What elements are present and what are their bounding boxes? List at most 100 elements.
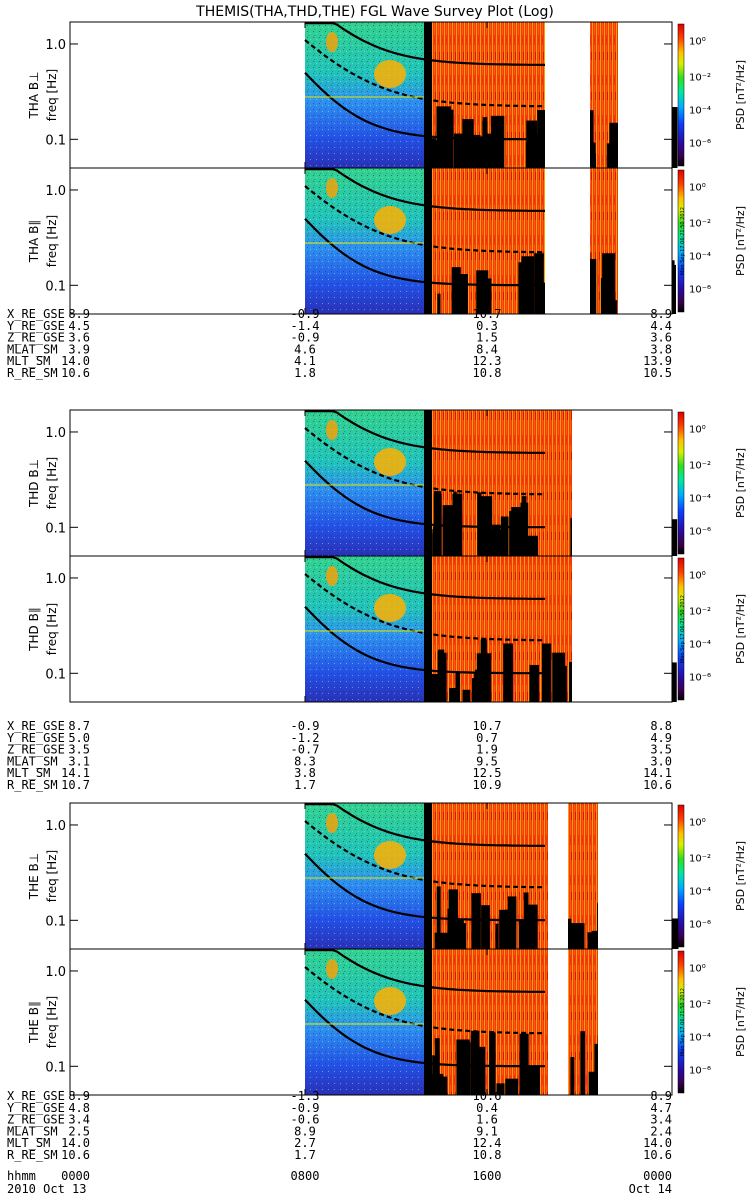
panel-frame: [69, 948, 673, 1096]
null-patch: [424, 803, 432, 949]
colorbar-tick-label: 10⁻²: [689, 218, 711, 229]
null-patch: [542, 643, 552, 702]
ephem-value: 3.6: [68, 331, 90, 345]
null-patch: [424, 168, 432, 314]
time-row-label: hhmm: [7, 1169, 36, 1183]
wave-patch: [374, 841, 406, 869]
ephem-value: 3.8: [650, 342, 672, 356]
null-patch: [424, 949, 432, 1095]
wave-patch: [326, 32, 338, 52]
wave-patch: [326, 566, 338, 586]
null-patch: [424, 22, 432, 168]
ephem-value: 8.9: [650, 1089, 672, 1103]
null-patch: [434, 932, 449, 949]
null-patch: [565, 937, 580, 949]
gyrofrequency-line: [304, 185, 545, 254]
ephem-value: 3.5: [68, 743, 90, 757]
gyrofrequency-line: [304, 217, 545, 287]
gyrofrequency-line: [305, 949, 545, 993]
ephem-label: R_RE_SM: [7, 366, 58, 380]
ephem-value: 9.1: [476, 1124, 498, 1138]
ephem-value: 0.7: [476, 731, 498, 745]
y-tick-label: 0.1: [45, 279, 66, 294]
gyrofrequency-line: [304, 852, 545, 922]
gyrofrequency-line: [304, 605, 545, 675]
null-patch: [587, 258, 597, 314]
ephem-value: -1.2: [291, 731, 320, 745]
colorbar-tick-label: 10⁰: [689, 183, 706, 194]
null-patch: [449, 687, 457, 702]
wave-patch: [374, 448, 406, 476]
wave-patch: [374, 594, 406, 622]
y-tick-label: 0.1: [45, 521, 66, 536]
ephem-value: 8.4: [476, 342, 498, 356]
ephem-value: 10.5: [643, 366, 672, 380]
colorbar-label: PSD [nT²/Hz]: [734, 987, 747, 1057]
ephem-label: X_RE_GSE: [7, 307, 65, 321]
timestamp: Mon Sep 17 06:21:50 2012: [680, 207, 686, 275]
colorbar-tick-label: 10⁻⁶: [689, 527, 711, 538]
data-gap: [548, 803, 568, 949]
null-patch: [489, 1032, 496, 1095]
timestamp: Mon Sep 17 06:21:50 2012: [680, 988, 686, 1056]
ephem-label: MLT_SM: [7, 354, 50, 368]
date-start: 2010 Oct 13: [7, 1182, 86, 1196]
gyrofrequency-line: [305, 556, 545, 600]
panel-label: THA B∥: [27, 220, 41, 264]
gyrofrequency-line: [304, 966, 545, 1035]
null-patch: [434, 1038, 440, 1095]
ephem-value: 10.6: [643, 778, 672, 792]
colorbar: [677, 557, 685, 701]
ephem-value: 3.5: [650, 743, 672, 757]
colorbar-tick-label: 10⁰: [689, 37, 706, 48]
colorbar: [677, 23, 685, 167]
ephem-value: 10.6: [61, 366, 90, 380]
ephem-value: 4.7: [650, 1101, 672, 1115]
colorbar-tick-label: 10⁻⁴: [689, 1033, 711, 1044]
null-patch: [505, 691, 509, 702]
data-gap: [598, 803, 672, 949]
ephem-value: 8.9: [650, 307, 672, 321]
ephem-label: MLT_SM: [7, 766, 50, 780]
ephem-value: 4.8: [68, 1101, 90, 1115]
colorbar-tick-label: 10⁻²: [689, 999, 711, 1010]
wave-patch: [326, 813, 338, 833]
null-patch: [570, 1057, 575, 1095]
ephem-value: 3.8: [294, 766, 316, 780]
null-patch: [507, 896, 517, 949]
ephem-value: 14.1: [61, 766, 90, 780]
panel-label: THD B⊥: [27, 459, 41, 508]
null-patch: [520, 502, 529, 556]
null-patch: [424, 410, 432, 556]
null-patch: [477, 492, 482, 556]
null-patch: [470, 134, 481, 168]
ephem-value: 10.7: [61, 778, 90, 792]
null-patch: [594, 1077, 599, 1095]
null-patch: [460, 1042, 471, 1095]
ephem-value: 10.6: [643, 1148, 672, 1162]
null-patch: [471, 893, 481, 949]
gyrofrequency-line: [304, 427, 545, 496]
colorbar-label: PSD [nT²/Hz]: [734, 448, 747, 518]
null-patch: [529, 260, 534, 314]
chart-title: THEMIS(THA,THD,THE) FGL Wave Survey Plot…: [195, 4, 554, 20]
date-end: Oct 14: [629, 1182, 672, 1196]
null-patch: [455, 672, 461, 702]
wave-patch: [374, 206, 406, 234]
y-tick-label: 1.0: [45, 965, 66, 980]
gyrofrequency-line: [304, 71, 545, 141]
ephem-value: -0.9: [291, 719, 320, 733]
ephem-value: -1.4: [291, 319, 320, 333]
null-patch: [438, 649, 445, 702]
ephem-value: 10.6: [473, 1089, 502, 1103]
null-patch: [526, 1066, 540, 1095]
colorbar-tick-label: 10⁻⁴: [689, 640, 711, 651]
null-patch: [534, 253, 544, 314]
ephem-value: -0.9: [291, 1101, 320, 1115]
y-tick-label: 0.1: [45, 914, 66, 929]
ephem-value: 8.9: [294, 1124, 316, 1138]
wave-patch: [326, 178, 338, 198]
ephem-value: 9.5: [476, 754, 498, 768]
ephem-label: X_RE_GSE: [7, 1089, 65, 1103]
ephem-value: -0.6: [291, 1113, 320, 1127]
